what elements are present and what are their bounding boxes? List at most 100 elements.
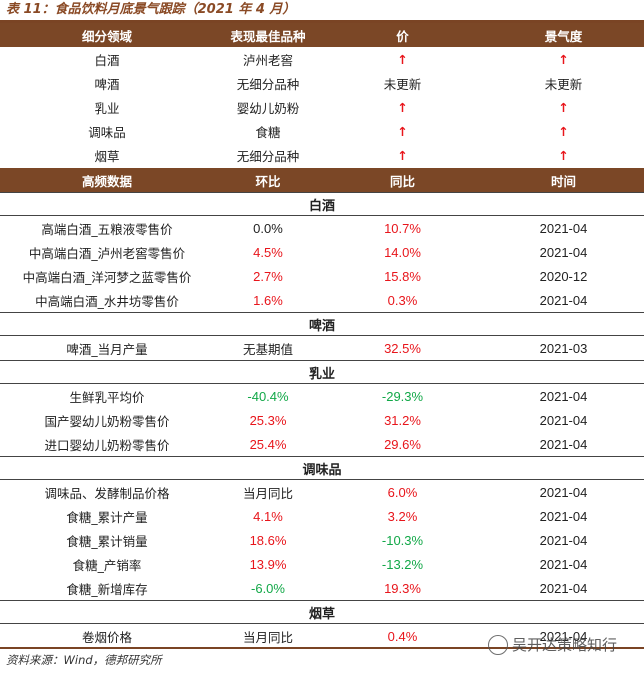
best-variety-cell: 食糖 <box>255 124 281 140</box>
item-cell: 中高端白酒_洋河梦之蓝零售价 <box>22 269 192 285</box>
section-title: 烟草 <box>0 600 644 624</box>
mom-cell: 当月同比 <box>242 629 293 645</box>
time-cell: 2021-04 <box>539 532 588 548</box>
best-variety-cell: 婴幼儿奶粉 <box>236 100 300 116</box>
section-row: 白酒 <box>0 192 644 216</box>
time-cell: 2021-04 <box>539 628 588 644</box>
item-cell: 卷烟价格 <box>81 629 132 645</box>
table-row: 国产婴幼儿奶粉零售价 25.3% 31.2% 2021-04 <box>0 408 644 432</box>
summary-row: 乳业 婴幼儿奶粉 ↑ ↑ <box>0 95 644 119</box>
item-cell: 高端白酒_五粮液零售价 <box>41 221 173 237</box>
summary-row: 调味品 食糖 ↑ ↑ <box>0 119 644 143</box>
time-cell: 2021-04 <box>539 412 588 428</box>
table-row: 啤酒_当月产量 无基期值 32.5% 2021-03 <box>0 336 644 361</box>
section-title: 乳业 <box>0 360 644 384</box>
section-row: 烟草 <box>0 600 644 624</box>
yoy-cell: 14.0% <box>384 244 421 260</box>
mom-cell: 4.1% <box>253 508 283 524</box>
boom-up-arrow: ↑ <box>558 51 569 67</box>
table-row: 生鲜乳平均价 -40.4% -29.3% 2021-04 <box>0 384 644 409</box>
table-row: 调味品、发酵制品价格 当月同比 6.0% 2021-04 <box>0 480 644 505</box>
hf-header-item: 高频数据 <box>0 168 214 193</box>
yoy-cell: 0.4% <box>387 628 418 644</box>
mom-cell: 1.6% <box>253 292 283 308</box>
price-up-arrow: ↑ <box>397 51 408 67</box>
table-row: 进口婴幼儿奶粉零售价 25.4% 29.6% 2021-04 <box>0 432 644 457</box>
item-cell: 生鲜乳平均价 <box>69 389 145 405</box>
price-cell: 未更新 <box>383 76 422 92</box>
mom-cell: 25.4% <box>249 436 287 452</box>
boom-up-arrow: ↑ <box>558 99 569 115</box>
table-row: 中高端白酒_泸州老窖零售价 4.5% 14.0% 2021-04 <box>0 240 644 264</box>
price-up-arrow: ↑ <box>397 147 408 163</box>
mom-cell: 0.0% <box>253 220 283 236</box>
section-title: 啤酒 <box>0 312 644 336</box>
sector-cell: 烟草 <box>94 148 120 164</box>
yoy-cell: 6.0% <box>387 484 418 500</box>
source-note: 资料来源：Wind，德邦研究所 <box>6 653 162 667</box>
yoy-cell: 29.6% <box>384 436 421 452</box>
hf-header-mom: 环比 <box>214 168 322 193</box>
bottom-rule <box>0 647 644 649</box>
section-row: 乳业 <box>0 360 644 384</box>
table-row: 中高端白酒_水井坊零售价 1.6% 0.3% 2021-04 <box>0 288 644 313</box>
summary-header-best: 表现最佳品种 <box>214 23 322 47</box>
mom-cell: 无基期值 <box>242 341 293 357</box>
yoy-cell: 10.7% <box>384 220 421 236</box>
hf-header-yoy: 同比 <box>322 168 483 193</box>
table-row: 食糖_新增库存 -6.0% 19.3% 2021-04 <box>0 576 644 601</box>
time-cell: 2021-04 <box>539 484 588 500</box>
time-cell: 2021-04 <box>539 244 588 260</box>
section-title: 调味品 <box>0 456 644 480</box>
mom-cell: 4.5% <box>253 244 283 260</box>
item-cell: 食糖_新增库存 <box>66 581 148 597</box>
boom-up-arrow: ↑ <box>558 123 569 139</box>
item-cell: 国产婴幼儿奶粉零售价 <box>44 413 170 429</box>
table-title: 表 11：食品饮料月底景气跟踪（2021 年 4 月） <box>6 2 296 17</box>
item-cell: 食糖_累计产量 <box>66 509 148 525</box>
table-row: 食糖_累计销量 18.6% -10.3% 2021-04 <box>0 528 644 552</box>
summary-header-sector: 细分领域 <box>0 23 214 47</box>
table-row: 卷烟价格 当月同比 0.4% 2021-04 <box>0 624 644 649</box>
mom-cell: 当月同比 <box>242 485 293 501</box>
summary-row: 烟草 无细分品种 ↑ ↑ <box>0 143 644 167</box>
sector-cell: 乳业 <box>94 100 120 116</box>
yoy-cell: 3.2% <box>387 508 418 524</box>
mom-cell: 25.3% <box>249 412 287 428</box>
mom-cell: -40.4% <box>247 388 289 404</box>
best-variety-cell: 无细分品种 <box>236 76 300 92</box>
sector-cell: 啤酒 <box>94 76 120 92</box>
wechat-logo-icon <box>488 634 508 655</box>
yoy-cell: -13.2% <box>381 556 424 572</box>
time-cell: 2021-04 <box>539 556 588 572</box>
watermark-text: 吴开达策略知行 <box>512 636 618 654</box>
yoy-cell: 19.3% <box>384 580 421 596</box>
best-variety-cell: 泸州老窖 <box>242 52 293 68</box>
boom-up-arrow: ↑ <box>558 147 569 163</box>
yoy-cell: 32.5% <box>384 340 421 356</box>
summary-row: 啤酒 无细分品种 未更新 未更新 <box>0 71 644 95</box>
time-cell: 2021-04 <box>539 220 588 236</box>
time-cell: 2021-04 <box>539 436 588 452</box>
mom-cell: 2.7% <box>253 268 283 284</box>
table-row: 食糖_产销率 13.9% -13.2% 2021-04 <box>0 552 644 576</box>
section-title: 白酒 <box>0 192 644 216</box>
summary-table: 细分领域 表现最佳品种 价 景气度 白酒 泸州老窖 ↑ ↑ 啤酒 无细分品种 未更新 未更新乳… <box>0 23 644 167</box>
sector-cell: 白酒 <box>94 52 120 68</box>
mom-cell: 18.6% <box>249 532 287 548</box>
table-row: 高端白酒_五粮液零售价 0.0% 10.7% 2021-04 <box>0 216 644 241</box>
item-cell: 调味品、发酵制品价格 <box>44 485 170 501</box>
time-cell: 2021-04 <box>539 388 588 404</box>
price-up-arrow: ↑ <box>397 99 408 115</box>
yoy-cell: -29.3% <box>381 388 424 404</box>
sector-cell: 调味品 <box>88 124 126 140</box>
time-cell: 2020-12 <box>539 268 588 284</box>
item-cell: 啤酒_当月产量 <box>66 341 148 357</box>
item-cell: 食糖_累计销量 <box>66 533 148 549</box>
item-cell: 中高端白酒_水井坊零售价 <box>35 293 179 309</box>
hf-header-row: 高频数据 环比 同比 时间 <box>0 168 644 193</box>
title-rule <box>0 20 644 23</box>
time-cell: 2021-04 <box>539 580 588 596</box>
summary-header-boom: 景气度 <box>483 23 644 47</box>
mom-cell: 13.9% <box>249 556 287 572</box>
